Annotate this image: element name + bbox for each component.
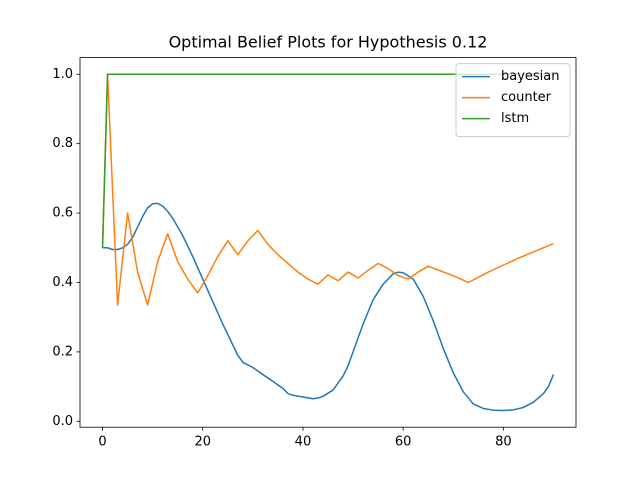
- y-tick-label: 0.8: [52, 136, 73, 151]
- x-tick-label: 20: [194, 435, 211, 450]
- y-tick-label: 0.0: [52, 414, 73, 429]
- y-tick-label: 0.4: [52, 275, 73, 290]
- axes-frame: [79, 57, 577, 428]
- x-tick-label: 80: [495, 435, 512, 450]
- legend-label: lstm: [501, 111, 529, 126]
- y-tick-label: 0.2: [52, 344, 73, 359]
- legend-label: bayesian: [501, 69, 560, 84]
- chart-title: Optimal Belief Plots for Hypothesis 0.12: [169, 33, 488, 52]
- x-tick-label: 0: [98, 435, 106, 450]
- legend-label: counter: [501, 90, 552, 105]
- series-line: [102, 202, 555, 412]
- series-line: [101, 73, 554, 306]
- y-tick-label: 1.0: [52, 67, 73, 82]
- series-line: [101, 73, 554, 248]
- y-tick-label: 0.6: [52, 206, 73, 221]
- x-tick-label: 60: [395, 435, 412, 450]
- x-tick-label: 40: [295, 435, 312, 450]
